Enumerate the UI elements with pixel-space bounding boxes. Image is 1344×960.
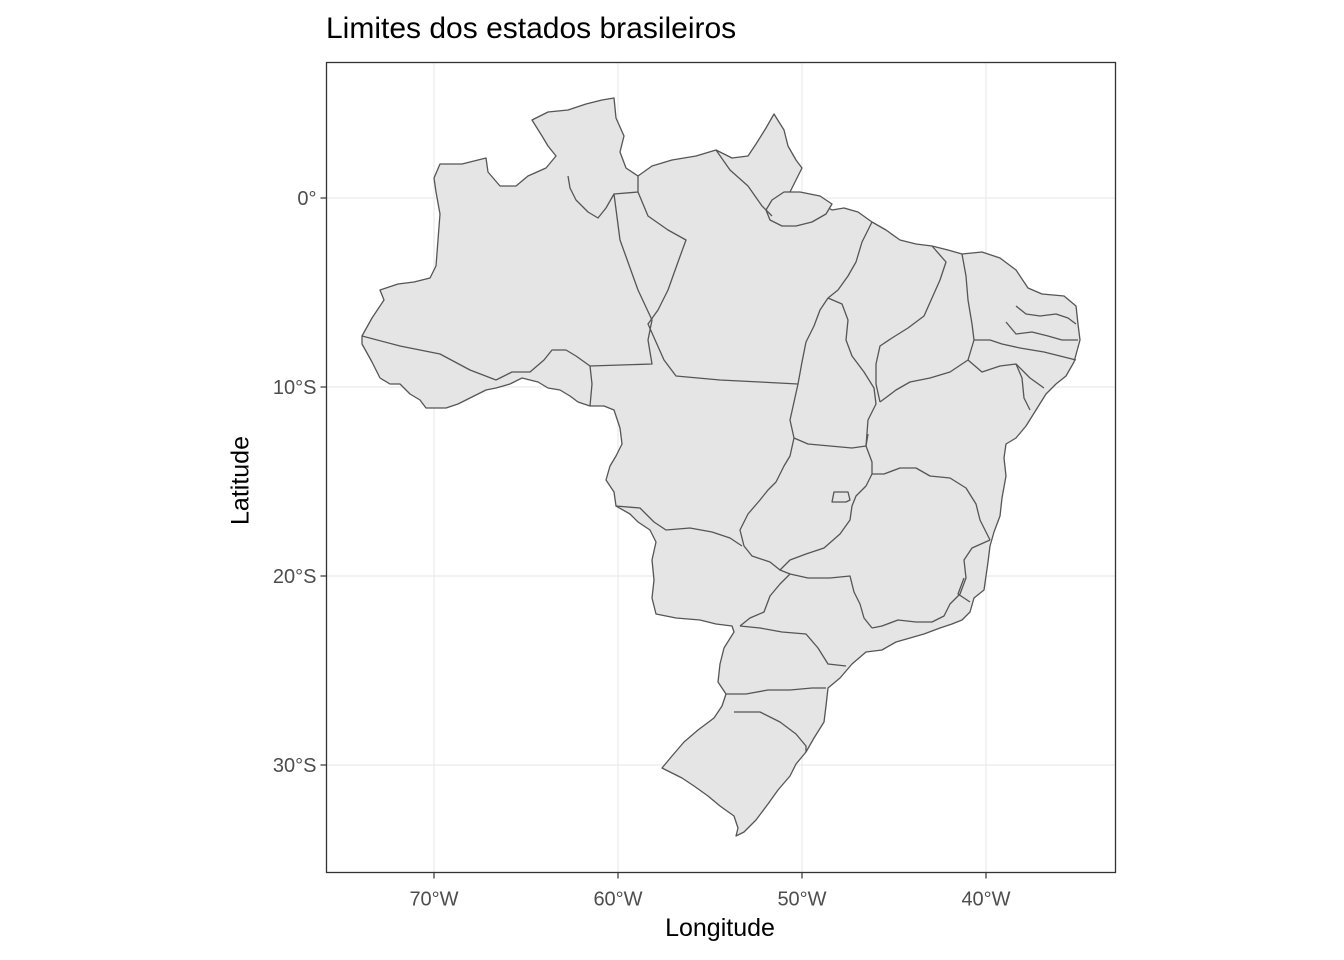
x-tick-label: 70°W [409, 889, 458, 911]
panel-border [325, 61, 1117, 874]
y-tick-label: 30°S [273, 755, 317, 777]
x-tick-label: 60°W [593, 889, 642, 911]
y-tick-label: 10°S [273, 377, 317, 399]
x-tick-label: 40°W [961, 889, 1010, 911]
brazil-outline [361, 97, 1081, 837]
y-axis-label: Latitude [226, 436, 255, 525]
marajo-island [765, 191, 833, 227]
y-axis: 0° 10°S 20°S 30°S [273, 188, 327, 777]
y-tick-label: 0° [297, 188, 316, 210]
state-borders [361, 149, 1078, 752]
x-axis-label: Longitude [665, 914, 775, 942]
x-axis: 70°W 60°W 50°W 40°W [409, 872, 1011, 911]
x-tick-label: 50°W [777, 889, 826, 911]
brazil-states [361, 97, 1081, 837]
y-tick-label: 20°S [273, 566, 317, 588]
chart-title: Limites dos estados brasileiros [326, 12, 737, 45]
